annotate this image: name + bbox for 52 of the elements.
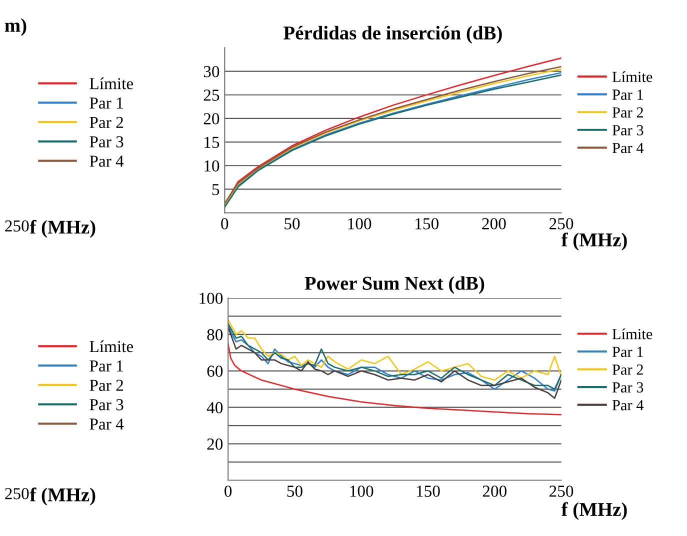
legend-label: Par 2 [90,116,123,128]
x-tick-label: 100 [350,486,374,497]
x-tick-label: 100 [348,218,372,230]
text: f (MHz) [30,488,96,506]
y-tick-label: 5 [212,184,220,196]
x-tick-label: 50 [287,486,302,497]
legend-label: Par 3 [90,136,124,148]
chart-title: Pérdidas de inserción (dB) [284,26,502,44]
legend-label: Par 2 [90,380,123,391]
legend-label: Par 3 [612,382,644,393]
legend-label: Par 1 [90,97,123,109]
legend-label: Par 1 [612,346,643,358]
legend-label: Par 4 [612,400,644,410]
legend-label: Par 4 [612,142,644,154]
legend-label: Par 1 [90,360,123,372]
legend-label: Par 1 [612,90,643,100]
y-tick-label: 10 [204,160,220,172]
y-tick-label: 100 [200,292,223,304]
x-tick-label: 200 [482,486,507,497]
x-tick-label: 0 [221,218,228,230]
x-tick-label: 200 [482,218,506,230]
y-tick-label: 15 [204,136,220,148]
y-tick-label: 25 [204,90,220,101]
x-tick-label: 150 [416,486,440,497]
legend-label: Par 2 [612,107,643,118]
legend-label: Límite [90,340,134,352]
legend-label: Par 3 [612,125,644,136]
text: m) [4,18,26,36]
x-tick-label: 250 [550,218,574,230]
y-tick-label: 80 [207,329,223,340]
legend-label: Límite [90,78,134,90]
x-axis-title: f (MHz) [561,232,627,250]
text: f (MHz) [30,220,96,238]
y-tick-label: 60 [207,366,223,377]
x-tick-label: 0 [224,486,232,497]
y-tick-label: 40 [206,402,223,414]
x-tick-label: 250 [550,486,574,497]
y-tick-label: 20 [207,438,223,450]
legend-label: Par 4 [90,156,124,167]
y-tick-label: 20 [204,113,220,124]
legend-label: Límite [612,71,652,82]
legend-label: Límite [612,328,652,340]
x-axis-title: f (MHz) [561,502,627,520]
line-series [228,319,562,381]
chart-title: Power Sum Next (dB) [304,276,484,294]
legend-label: Par 2 [612,364,643,375]
legend-label: Par 4 [90,418,124,430]
line-series [228,342,562,416]
legend-label: Par 3 [90,399,124,410]
y-tick-label: 30 [204,66,220,78]
x-tick-label: 150 [416,218,438,230]
x-tick-label: 50 [284,218,300,230]
